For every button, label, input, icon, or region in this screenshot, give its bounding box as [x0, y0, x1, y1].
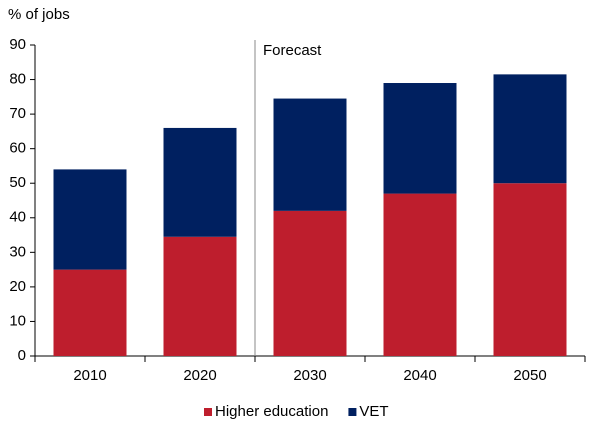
bar-segment — [493, 183, 567, 356]
y-tick-label: 80 — [9, 71, 26, 88]
y-tick-label: 10 — [9, 312, 26, 329]
annotation: Forecast — [263, 42, 322, 59]
bar-segment — [383, 83, 457, 194]
legend-label: VET — [359, 403, 388, 420]
y-tick-label: 70 — [9, 105, 26, 122]
bar-segment — [273, 98, 347, 211]
x-tick-label: 2030 — [293, 367, 326, 384]
bar-segment — [53, 169, 127, 270]
legend-swatch — [348, 408, 357, 416]
x-tick-label: 2050 — [513, 367, 546, 384]
y-tick-label: 50 — [9, 174, 26, 191]
bar-segment — [493, 74, 567, 184]
x-tick-label: 2020 — [183, 367, 216, 384]
y-axis-label: % of jobs — [8, 6, 70, 23]
y-tick-label: 0 — [18, 347, 26, 364]
legend-label: Higher education — [215, 403, 328, 420]
x-tick-label: 2040 — [403, 367, 436, 384]
bar-segment — [163, 236, 237, 356]
y-tick-label: 20 — [9, 278, 26, 295]
y-tick-label: 90 — [9, 36, 26, 53]
x-tick-label: 2010 — [73, 367, 106, 384]
bar-segment — [53, 269, 127, 356]
bar-segment — [383, 193, 457, 356]
bar-segment — [273, 210, 347, 356]
y-tick-label: 40 — [9, 209, 26, 226]
bar-segment — [163, 127, 237, 237]
y-tick-label: 30 — [9, 243, 26, 260]
legend-swatch — [204, 408, 212, 416]
y-tick-label: 60 — [9, 140, 26, 157]
